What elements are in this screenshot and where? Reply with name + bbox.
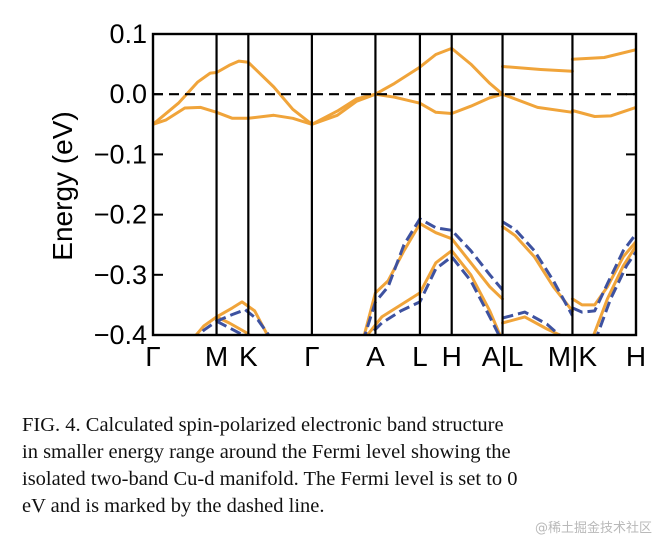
y-tick-label: 0.1	[109, 19, 147, 49]
x-tick-label: Γ	[304, 341, 319, 372]
y-tick-label: −0.4	[94, 320, 147, 350]
watermark: @稀土掘金技术社区	[534, 521, 652, 536]
series-line-12	[365, 249, 502, 335]
x-tick-label: M	[205, 341, 228, 372]
x-tick-label: A	[366, 341, 385, 372]
series-line-11	[362, 222, 504, 335]
series-line-14	[367, 255, 501, 335]
caption-line-1: FIG. 4. Calculated spin-polarized electr…	[22, 414, 504, 436]
series-line-20	[592, 244, 636, 335]
x-tick-label: H	[626, 341, 646, 372]
band-structure-chart: Energy (eV) 0.1 0.0 −0.1 −0.2 −0.3 −0.4 Γ M K Γ A L…	[47, 19, 647, 372]
series-line-22	[595, 251, 636, 335]
y-tick-label: −0.3	[94, 260, 147, 290]
series-line-13	[363, 217, 504, 335]
series-line-16	[501, 315, 564, 335]
y-tick-label: −0.2	[94, 200, 147, 230]
series-line-1	[153, 92, 504, 126]
x-tick-label: K	[239, 341, 258, 372]
series-line-17	[501, 220, 574, 317]
series-line-21	[571, 232, 636, 314]
caption-line-4: eV and is marked by the dashed line.	[22, 495, 325, 517]
series-line-7	[194, 300, 270, 335]
series-line-10	[215, 319, 247, 335]
series-line-15	[501, 225, 574, 313]
series-line-4	[501, 92, 574, 114]
y-axis-label: Energy (eV)	[47, 111, 78, 260]
plot-frame	[151, 32, 638, 337]
chart-canvas: Energy (eV) 0.10.0−0.1−0.2−0.3−0.4Γ M K Γ A L…	[47, 19, 647, 372]
x-tick-label: H	[442, 341, 462, 372]
series-line-6	[570, 105, 636, 118]
caption-line-3: isolated two-band Cu-d manifold. The Fer…	[22, 468, 518, 490]
y-tick-label: −0.1	[94, 139, 147, 169]
figure-caption: FIG. 4. Calculated spin-polarized electr…	[22, 412, 666, 520]
x-tick-label: Γ	[145, 341, 160, 372]
y-tick-label: 0.0	[109, 79, 147, 109]
x-tick-label: L	[412, 341, 428, 372]
series-line-9	[196, 308, 271, 335]
series-line-18	[502, 310, 562, 335]
x-tick-label: A|L	[482, 341, 524, 372]
x-tick-label: M|K	[548, 341, 598, 372]
series-line-5	[570, 48, 636, 61]
series-line-3	[501, 65, 574, 73]
caption-line-2: in smaller energy range around the Fermi…	[22, 441, 511, 463]
